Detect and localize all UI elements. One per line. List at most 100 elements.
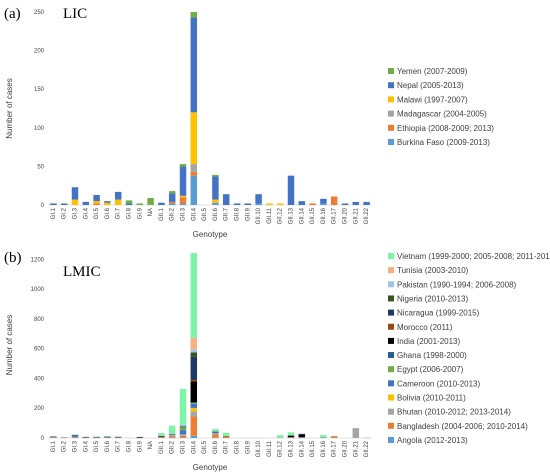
bar-segment-lmic-GII.6-s13 bbox=[212, 428, 219, 432]
x-tick-label: GII.16 bbox=[321, 440, 327, 457]
bar-segment-lmic-GII.1-s1 bbox=[158, 437, 165, 438]
y-tick-label: 1000 bbox=[31, 287, 45, 293]
bar-segment-lic-GII.6-s3 bbox=[212, 199, 219, 203]
legend-label-lic: Madagascar (2004-2005) bbox=[397, 110, 487, 119]
x-tick-label: GII.21 bbox=[353, 440, 359, 457]
bar-segment-lmic-GII.2-s4 bbox=[168, 434, 176, 436]
bar-segment-lmic-GII.2-s13 bbox=[168, 425, 176, 434]
chart-panel-lmic: (b) LMIC 0 200 400 600 800 1000 1200 Number of ca… bbox=[4, 250, 550, 472]
bar-segment-lmic-GII.17-s1 bbox=[330, 436, 338, 438]
legend-label-lmic: Morocco (2011) bbox=[397, 323, 453, 332]
x-tick-label: GII.15 bbox=[310, 440, 316, 457]
bar-segment-lmic-GII.6-s9 bbox=[212, 431, 219, 433]
x-tick-label: GII.5 bbox=[202, 440, 208, 454]
x-tick-label: GI.3 bbox=[73, 440, 79, 452]
x-tick-label: GII.5 bbox=[202, 207, 208, 221]
x-tick-label: GI.1 bbox=[51, 207, 57, 219]
bar-segment-lmic-GII.4-s2 bbox=[190, 411, 198, 417]
bar-segment-lic-GII.9-s4 bbox=[244, 203, 252, 205]
bar-segment-lmic-GI.7-s4 bbox=[114, 437, 122, 438]
bar-segment-lic-GI.6-s4 bbox=[104, 201, 111, 203]
bar-segment-lmic-GII.13-s9 bbox=[287, 435, 295, 436]
chart-title-lmic: LMIC bbox=[63, 264, 101, 280]
bar-segment-lmic-GII.3-s5 bbox=[179, 427, 187, 431]
legend-label-lmic: Cameroon (2010-2013) bbox=[397, 379, 480, 388]
legend-swatch-lmic bbox=[388, 295, 394, 302]
legend-swatch-lic bbox=[388, 110, 394, 117]
bar-segment-lic-GII.3-s0 bbox=[179, 203, 187, 205]
legend-swatch-lmic bbox=[388, 337, 394, 344]
legend-label-lic: Yemen (2007-2009) bbox=[397, 67, 468, 76]
bar-segment-lic-GII.3-s3 bbox=[179, 195, 187, 198]
bar-segment-lmic-GII.4-s6 bbox=[190, 402, 198, 404]
legend-label-lmic: Ghana (1998-2000) bbox=[397, 351, 467, 360]
y-tick-label: 250 bbox=[34, 10, 45, 16]
chart-panel-lic: (a) LIC 0 50 100 150 200 250 Number of cases GI.1… bbox=[4, 6, 494, 239]
y-tick-label: 600 bbox=[34, 347, 45, 353]
bar-segment-lic-GI.4-s4 bbox=[82, 201, 90, 205]
x-tick-label: GII.20 bbox=[343, 440, 349, 457]
bar-segment-lic-GI.6-s3 bbox=[104, 202, 111, 205]
bar-segment-lic-GII.4-s0 bbox=[190, 175, 198, 205]
x-tick-label: GII.10 bbox=[256, 440, 262, 457]
x-tick-label: GII.9 bbox=[245, 207, 251, 221]
x-tick-label: GII.2 bbox=[170, 440, 176, 454]
y-tick-label: 0 bbox=[41, 436, 45, 442]
legend-label-lmic: Bhutan (2010-2012; 2013-2014) bbox=[397, 408, 511, 417]
x-tick-label: GII.10 bbox=[256, 207, 262, 224]
bar-segment-lmic-GII.1-s9 bbox=[158, 435, 165, 437]
bar-segment-lmic-GII.4-s11 bbox=[190, 349, 198, 353]
legend-swatch-lmic bbox=[388, 436, 394, 443]
bar-segment-lmic-GII.4-s13 bbox=[190, 253, 198, 338]
legend-swatch-lmic bbox=[388, 408, 394, 415]
y-tick-label: 1200 bbox=[31, 257, 45, 263]
x-tick-label: GII.1 bbox=[159, 440, 165, 454]
x-tick-label: GI.7 bbox=[116, 207, 122, 219]
bar-segment-lic-GI.2-s4 bbox=[60, 203, 68, 205]
legend-swatch-lic bbox=[388, 68, 394, 74]
x-tick-label: GII.22 bbox=[364, 440, 370, 457]
x-tick-label: GII.12 bbox=[278, 207, 284, 224]
bar-segment-lmic-GII.12-s13 bbox=[276, 435, 284, 438]
legend-label-lmic: Pakistan (1990-1994; 2006-2008) bbox=[397, 280, 517, 289]
x-tick-label: GII.17 bbox=[332, 207, 338, 224]
bar-segment-lic-GII.4-s5 bbox=[190, 12, 198, 18]
panel-label-lic: (a) bbox=[4, 6, 21, 22]
legend-swatch-lmic bbox=[388, 323, 394, 330]
legend-label-lmic: Nigeria (2010-2013) bbox=[397, 294, 468, 303]
x-tick-label: GI.6 bbox=[105, 207, 111, 219]
legend-swatch-lmic bbox=[388, 352, 394, 359]
bar-segment-lic-GI.1-s4 bbox=[50, 203, 57, 205]
legend-label-lmic: Nicaragua (1999-2015) bbox=[397, 309, 480, 318]
bar-segment-lmic-GII.6-s1 bbox=[212, 434, 219, 438]
legend-label-lmic: Egypt (2006-2007) bbox=[397, 365, 464, 374]
y-tick-label: 100 bbox=[34, 126, 45, 132]
x-tick-label: NA bbox=[148, 208, 154, 216]
x-tick-label: GII.15 bbox=[310, 207, 316, 224]
x-tick-label: GI.6 bbox=[105, 440, 111, 452]
legend-label-lic: Nepal (2005-2013) bbox=[397, 81, 464, 90]
bar-segment-lmic-GII.4-s4 bbox=[190, 403, 198, 408]
bar-segment-lmic-GII.4-s0 bbox=[190, 435, 198, 438]
bar-segment-lic-GII.10-s4 bbox=[255, 194, 262, 204]
y-tick-label: 150 bbox=[34, 87, 45, 93]
x-tick-label: GI.8 bbox=[127, 207, 133, 219]
bar-segment-lic-GI.8-s4 bbox=[125, 203, 133, 205]
legend-swatch-lic bbox=[388, 139, 394, 145]
bar-segment-lmic-GII.3-s13 bbox=[179, 389, 187, 425]
legend-label-lmic: India (2001-2013) bbox=[397, 337, 460, 346]
bar-segment-lmic-GII.4-s9 bbox=[190, 356, 198, 380]
bar-segment-lic-GII.16-s0 bbox=[320, 203, 327, 205]
legend-label-lic: Ethiopia (2008-2009; 2013) bbox=[397, 124, 494, 133]
bar-segment-lmic-GII.4-s3 bbox=[190, 407, 198, 412]
bar-segment-lic-GI.3-s3 bbox=[71, 199, 79, 205]
bar-segment-lmic-GII.4-s12 bbox=[190, 337, 198, 350]
bar-segment-lic-GII.3-s4 bbox=[179, 166, 187, 196]
bar-segment-lic-GI.9-s5 bbox=[136, 203, 144, 205]
x-tick-label: GII.9 bbox=[245, 440, 251, 454]
bar-segment-lic-GII.22-s4 bbox=[363, 201, 370, 205]
bar-segment-lmic-GII.3-s2 bbox=[179, 434, 187, 436]
bar-segment-lic-GII.8-s4 bbox=[233, 203, 241, 205]
bar-segment-lmic-GII.4-s8 bbox=[190, 379, 198, 382]
